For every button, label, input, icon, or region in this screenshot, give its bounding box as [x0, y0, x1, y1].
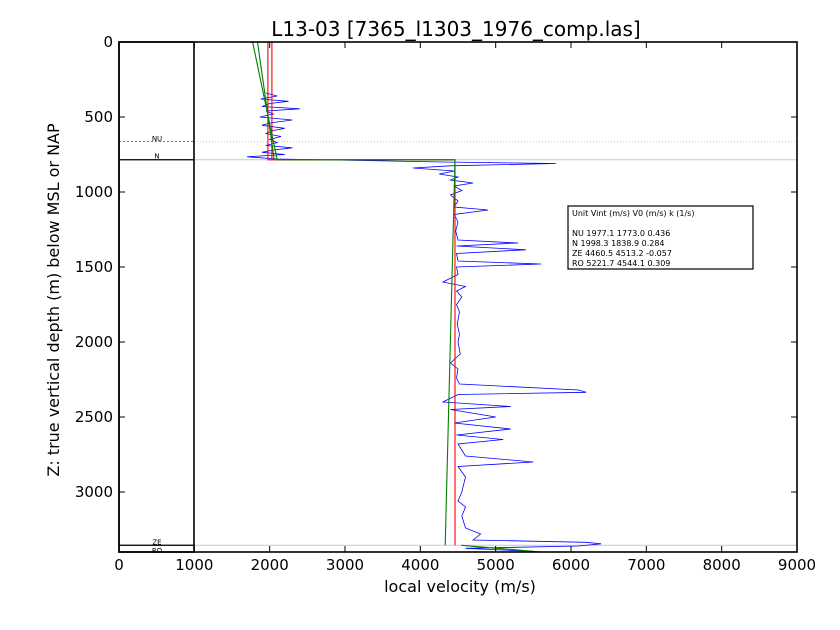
- legend-row: ZE 4460.5 4513.2 -0.057: [572, 249, 672, 258]
- x-tick-label: 4000: [401, 556, 439, 574]
- y-tick-label: 2500: [75, 408, 113, 426]
- y-axis-label: Z: true vertical depth (m) below MSL or …: [44, 123, 63, 477]
- y-tick-label: 3000: [75, 483, 113, 501]
- y-tick-label: 2000: [75, 333, 113, 351]
- legend-row: RO 5221.7 4544.1 0.309: [572, 259, 670, 268]
- data-series: [247, 41, 602, 553]
- x-tick-label: 1000: [175, 556, 213, 574]
- plot-frame: [118, 41, 798, 553]
- y-tick-label: 1000: [75, 183, 113, 201]
- x-tick-label: 0: [114, 556, 124, 574]
- x-axis-label: local velocity (m/s): [384, 577, 536, 596]
- zone-label: NU: [152, 135, 162, 143]
- legend-header: Unit Vint (m/s) V0 (m/s) k (1/s): [572, 209, 694, 218]
- y-axis: 0 500 1000 1500 2000 2500 3000: [75, 33, 797, 501]
- zone-label: ZE: [152, 539, 161, 547]
- legend-box: [567, 205, 754, 270]
- series-line: [252, 41, 456, 546]
- legend: Unit Vint (m/s) V0 (m/s) k (1/s) NU 1977…: [567, 205, 754, 270]
- y-tick-label: 0: [103, 33, 113, 51]
- x-tick-label: 3000: [326, 556, 364, 574]
- x-tick-label: 7000: [627, 556, 665, 574]
- y-tick-label: 500: [84, 108, 113, 126]
- x-axis: 0 1000 2000 3000 4000 5000 6000 7000 8000 9000: [114, 42, 816, 574]
- plot-area: [119, 42, 797, 552]
- legend-row: NU 1977.1 1773.0 0.436: [572, 229, 670, 238]
- series-line: [461, 544, 541, 553]
- series-line: [247, 92, 602, 552]
- zone-label: RO: [152, 547, 163, 555]
- legend-row: N 1998.3 1838.9 0.284: [572, 239, 665, 248]
- boundary-lines: [119, 141, 797, 546]
- x-tick-label: 5000: [477, 556, 515, 574]
- x-tick-label: 8000: [703, 556, 741, 574]
- x-tick-label: 6000: [552, 556, 590, 574]
- series-line: [256, 41, 275, 160]
- x-tick-label: 9000: [778, 556, 816, 574]
- chart-title: L13-03 [7365_l1303_1976_comp.las]: [271, 17, 640, 41]
- x-tick-label: 2000: [251, 556, 289, 574]
- y-tick-label: 1500: [75, 258, 113, 276]
- zone-label: N: [154, 152, 159, 160]
